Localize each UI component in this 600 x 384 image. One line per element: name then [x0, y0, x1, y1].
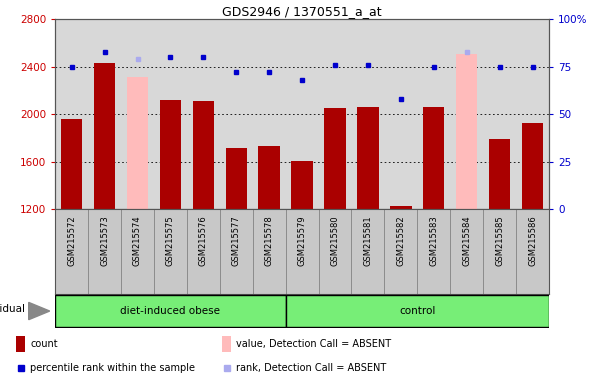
Bar [357, 107, 379, 209]
Text: GSM215586: GSM215586 [528, 215, 537, 266]
Text: GSM215580: GSM215580 [331, 215, 340, 266]
Text: GSM215584: GSM215584 [462, 215, 471, 266]
Text: GSM215585: GSM215585 [495, 215, 504, 266]
Text: GSM215574: GSM215574 [133, 215, 142, 266]
Bar [253, 209, 286, 294]
Text: GSM215576: GSM215576 [199, 215, 208, 266]
Text: value, Detection Call = ABSENT: value, Detection Call = ABSENT [236, 339, 391, 349]
Bar [456, 54, 478, 209]
Text: GSM215575: GSM215575 [166, 215, 175, 266]
Bar [127, 78, 148, 209]
Bar [286, 296, 549, 326]
Text: percentile rank within the sample: percentile rank within the sample [30, 363, 195, 373]
Bar [88, 209, 121, 294]
Polygon shape [29, 303, 50, 319]
Bar [292, 161, 313, 209]
Text: individual: individual [0, 304, 25, 314]
Text: GSM215581: GSM215581 [364, 215, 373, 266]
Bar [423, 107, 445, 209]
Bar [522, 122, 543, 209]
Text: GSM215579: GSM215579 [298, 215, 307, 266]
Text: control: control [399, 306, 436, 316]
Bar [16, 336, 25, 352]
Bar [160, 100, 181, 209]
Bar [226, 147, 247, 209]
Bar [418, 209, 450, 294]
Text: GSM215572: GSM215572 [67, 215, 76, 266]
Bar [61, 119, 82, 209]
Text: rank, Detection Call = ABSENT: rank, Detection Call = ABSENT [236, 363, 386, 373]
Bar [222, 336, 231, 352]
Text: count: count [30, 339, 58, 349]
Bar [259, 146, 280, 209]
Bar [55, 296, 286, 326]
Text: GSM215578: GSM215578 [265, 215, 274, 266]
Bar [385, 209, 418, 294]
Bar [325, 108, 346, 209]
Bar [55, 209, 88, 294]
Bar [94, 63, 115, 209]
Bar [352, 209, 385, 294]
Text: GSM215583: GSM215583 [429, 215, 438, 266]
Bar [483, 209, 516, 294]
Bar [193, 101, 214, 209]
Bar [319, 209, 352, 294]
Bar [220, 209, 253, 294]
Title: GDS2946 / 1370551_a_at: GDS2946 / 1370551_a_at [222, 5, 382, 18]
Text: GSM215582: GSM215582 [397, 215, 406, 266]
Bar [450, 209, 483, 294]
Bar [121, 209, 154, 294]
Text: GSM215573: GSM215573 [100, 215, 109, 266]
Bar [489, 139, 511, 209]
Bar [286, 209, 319, 294]
Bar [516, 209, 549, 294]
Text: diet-induced obese: diet-induced obese [121, 306, 220, 316]
Bar [390, 206, 412, 209]
Bar [187, 209, 220, 294]
Text: GSM215577: GSM215577 [232, 215, 241, 266]
Bar [154, 209, 187, 294]
